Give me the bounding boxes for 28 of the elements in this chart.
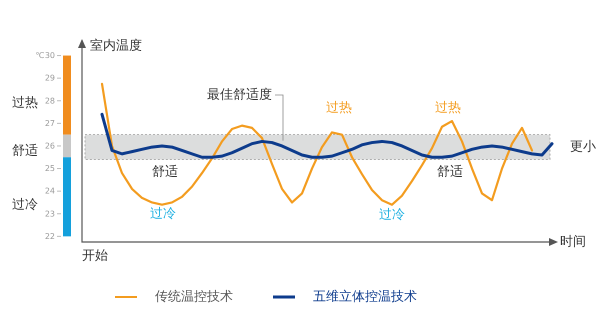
text: 舒适 [12,144,38,158]
y-tick-label: 22 [44,232,55,241]
y-tick-label: 24 [44,186,55,196]
band-label: 最佳舒适度 [207,86,272,102]
annotation: 过热 [435,100,461,116]
text: ℃ [36,51,45,60]
annotation: 舒适 [437,164,463,180]
legend-label: 五维立体控温技术 [313,288,417,304]
y-tick-label: 29 [44,74,55,83]
annotation: 舒适 [152,164,178,180]
y-tick-label: 25 [44,164,55,174]
line-series [100,112,554,159]
annotation: 过冷 [379,208,405,222]
text: 更小 [570,140,596,154]
line-series [100,82,534,206]
y-tick-label: 23 [44,209,55,218]
y-tick-label: 26 [44,141,55,150]
text: 过冷 [12,198,38,212]
annotation: 过冷 [150,206,176,222]
y-tick-label: 28 [44,96,55,106]
x-axis-title: 时间 [560,234,586,250]
annotation: 过热 [326,100,352,116]
text: 过热 [12,96,38,110]
y-tick-label: 30 [44,51,55,60]
text: 开始 [82,248,108,264]
y-tick-label: 27 [44,118,55,128]
legend-label: 传统温控技术 [155,290,233,304]
y-axis-title: 室内温度 [90,38,142,54]
